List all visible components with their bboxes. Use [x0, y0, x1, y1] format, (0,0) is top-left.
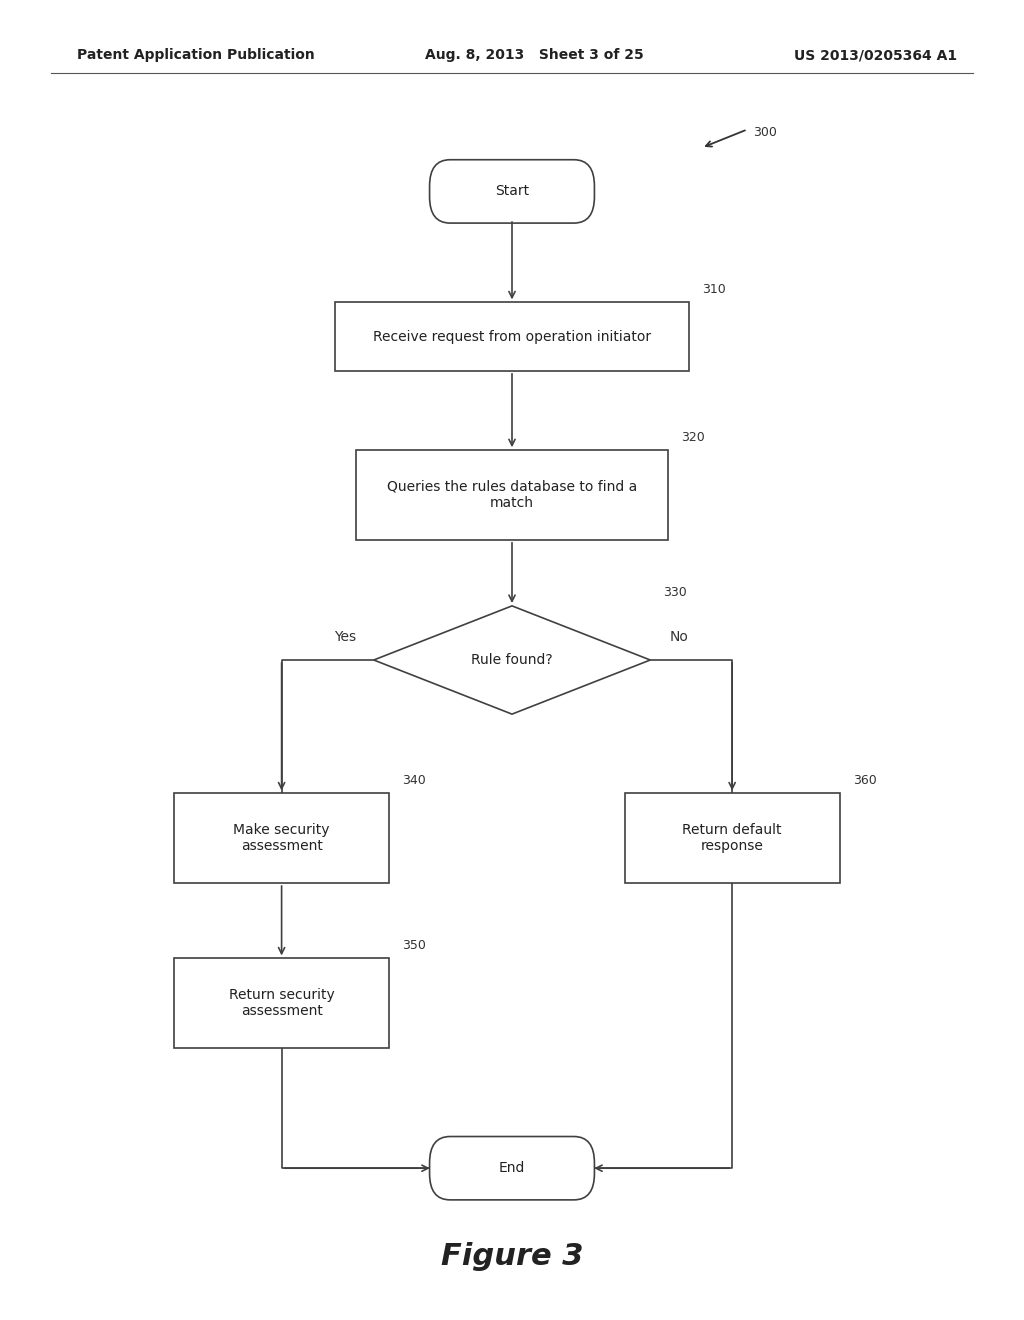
Text: Patent Application Publication: Patent Application Publication [77, 49, 314, 62]
Text: Make security
assessment: Make security assessment [233, 824, 330, 853]
Bar [625, 793, 840, 883]
Text: 300: 300 [753, 125, 776, 139]
Bar [174, 793, 389, 883]
Text: US 2013/0205364 A1: US 2013/0205364 A1 [794, 49, 956, 62]
Bar [356, 450, 669, 540]
Text: Start: Start [495, 185, 529, 198]
Text: 320: 320 [682, 430, 706, 444]
Text: 340: 340 [402, 774, 426, 787]
Text: 310: 310 [702, 282, 726, 296]
Text: Return security
assessment: Return security assessment [228, 989, 335, 1018]
Text: 330: 330 [664, 586, 687, 599]
Polygon shape [374, 606, 650, 714]
Bar [336, 302, 688, 371]
Text: Return default
response: Return default response [682, 824, 782, 853]
Text: 360: 360 [853, 774, 877, 787]
Text: 350: 350 [402, 939, 426, 952]
Text: No: No [670, 630, 688, 644]
Text: End: End [499, 1162, 525, 1175]
Text: Receive request from operation initiator: Receive request from operation initiator [373, 330, 651, 343]
FancyBboxPatch shape [430, 160, 594, 223]
Text: Aug. 8, 2013   Sheet 3 of 25: Aug. 8, 2013 Sheet 3 of 25 [425, 49, 644, 62]
FancyBboxPatch shape [430, 1137, 594, 1200]
Text: Yes: Yes [334, 630, 356, 644]
Text: Figure 3: Figure 3 [440, 1242, 584, 1271]
Text: Rule found?: Rule found? [471, 653, 553, 667]
Bar [174, 958, 389, 1048]
Text: Queries the rules database to find a
match: Queries the rules database to find a mat… [387, 480, 637, 510]
